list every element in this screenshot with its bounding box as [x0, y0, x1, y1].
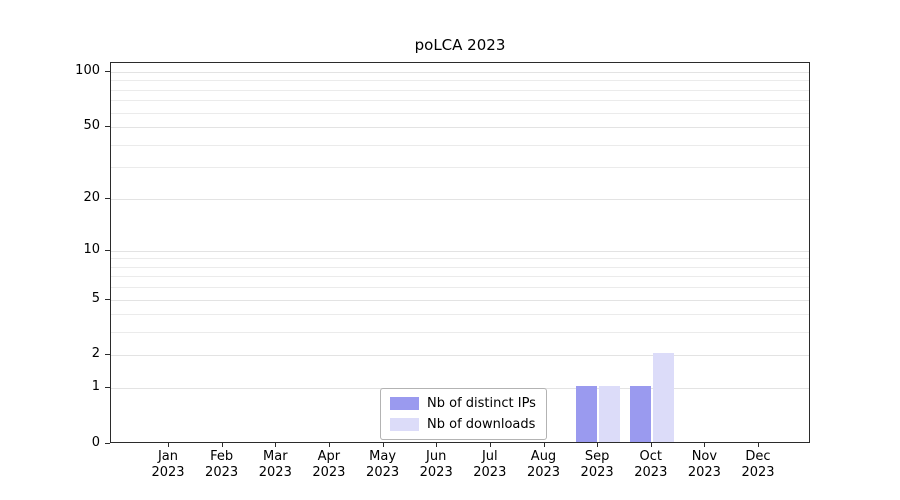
- x-tick-mark: [758, 443, 759, 447]
- gridline: [111, 80, 809, 82]
- gridline: [111, 198, 809, 200]
- y-tick-mark: [105, 71, 110, 72]
- y-tick-label: 20: [83, 189, 100, 205]
- x-tick-label: Jul 2023: [473, 449, 507, 480]
- x-tick-label: Nov 2023: [687, 449, 721, 480]
- y-tick-mark: [105, 387, 110, 389]
- gridline: [111, 167, 809, 169]
- y-tick-label: 100: [75, 63, 100, 78]
- gridline: [111, 332, 809, 334]
- x-tick-mark: [704, 443, 706, 447]
- x-tick-label: Sep 2023: [580, 449, 614, 480]
- x-tick-label: Jan 2023: [151, 449, 185, 480]
- y-tick-label: 2: [91, 346, 100, 362]
- bar-distinct-ips: [629, 386, 651, 442]
- x-tick-label: Feb 2023: [205, 449, 239, 480]
- x-tick-mark: [597, 443, 599, 447]
- x-tick-label: Aug 2023: [526, 449, 561, 480]
- y-tick-mark: [105, 298, 110, 300]
- x-tick-label: Oct 2023: [634, 449, 668, 480]
- y-tick-label: 5: [91, 290, 100, 306]
- plot-area: [110, 62, 810, 443]
- x-tick-mark: [275, 443, 277, 447]
- gridline: [111, 89, 809, 91]
- bar-distinct-ips: [576, 386, 598, 442]
- y-tick-mark: [105, 249, 110, 251]
- x-tick-label: Mar 2023: [258, 449, 292, 480]
- y-tick-label: 0: [91, 435, 100, 450]
- gridline: [111, 299, 809, 301]
- y-tick-mark: [105, 354, 110, 356]
- gridline: [111, 144, 809, 146]
- x-tick-mark: [328, 443, 330, 447]
- gridline: [111, 250, 809, 252]
- x-tick-mark: [221, 443, 223, 447]
- gridline: [111, 112, 809, 114]
- x-tick-label: Dec 2023: [741, 449, 775, 480]
- gridline: [111, 258, 809, 260]
- chart-title: poLCA 2023: [414, 36, 506, 54]
- x-tick-label: May 2023: [366, 449, 400, 480]
- gridline: [111, 276, 809, 278]
- legend-item-distinct-ips: Nb of distinct IPs: [390, 396, 536, 411]
- gridline: [111, 266, 809, 268]
- y-tick-label: 10: [83, 241, 100, 257]
- legend-swatch-downloads: [390, 418, 419, 431]
- x-tick-label: Jun 2023: [419, 449, 453, 480]
- y-tick-label: 50: [83, 118, 100, 134]
- gridline: [111, 127, 809, 129]
- gridline: [111, 100, 809, 102]
- legend-item-downloads: Nb of downloads: [390, 417, 536, 432]
- x-tick-mark: [436, 443, 438, 447]
- x-tick-mark: [650, 443, 652, 447]
- y-tick-mark: [105, 197, 110, 199]
- x-tick-mark: [489, 443, 491, 447]
- y-tick-mark: [105, 443, 110, 444]
- x-tick-mark: [543, 443, 545, 447]
- x-tick-mark: [168, 443, 169, 447]
- legend-label-distinct-ips: Nb of distinct IPs: [427, 396, 536, 411]
- legend: Nb of distinct IPs Nb of downloads: [380, 388, 547, 440]
- x-tick-mark: [382, 443, 384, 447]
- bar-downloads: [652, 353, 674, 442]
- legend-swatch-distinct-ips: [390, 397, 419, 410]
- x-tick-label: Apr 2023: [312, 449, 346, 480]
- gridline: [111, 287, 809, 289]
- bar-downloads: [599, 386, 621, 442]
- legend-label-downloads: Nb of downloads: [427, 417, 536, 432]
- gridline: [111, 355, 809, 357]
- y-tick-mark: [105, 126, 110, 128]
- gridline: [111, 72, 809, 73]
- y-tick-label: 1: [91, 379, 100, 395]
- gridline: [111, 314, 809, 316]
